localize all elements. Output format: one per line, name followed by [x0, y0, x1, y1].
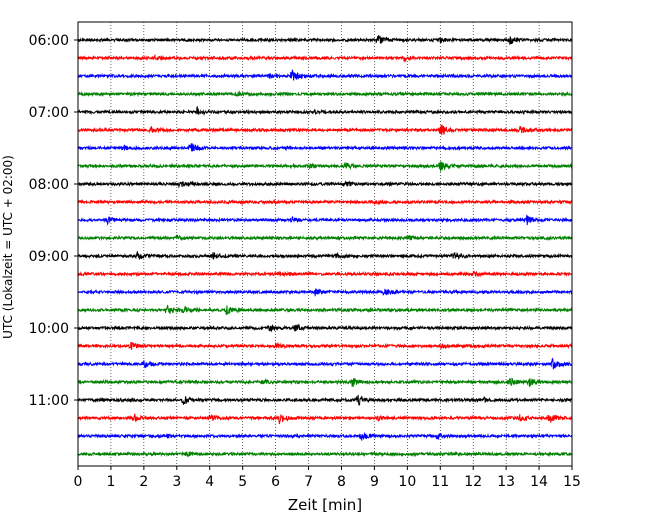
trace-0815 [77, 198, 573, 206]
trace-0630 [77, 69, 573, 81]
trace-1115 [77, 413, 573, 425]
x-tick-label: 2 [139, 474, 148, 490]
trace-0945 [77, 304, 573, 316]
trace-1130 [77, 431, 573, 441]
trace-0615 [77, 53, 573, 63]
plot-frame [77, 21, 573, 467]
trace-1145 [77, 450, 573, 458]
x-axis-ticks: 0 1 2 3 4 5 6 7 8 9 10 11 12 13 14 15 [74, 466, 581, 490]
x-tick-label: 0 [74, 474, 83, 490]
x-tick-label: 11 [431, 474, 449, 490]
trace-1045 [77, 377, 573, 388]
trace-1015 [77, 341, 573, 350]
trace-1030 [77, 357, 573, 370]
trace-0700 [77, 105, 573, 116]
x-tick-label: 14 [530, 474, 548, 490]
x-axis-label: Zeit [min] [288, 496, 362, 514]
trace-0600 [77, 34, 573, 45]
x-tick-label: 9 [370, 474, 379, 490]
y-tick-label: 11:00 [29, 393, 69, 409]
x-tick-label: 15 [563, 474, 581, 490]
y-tick-label: 07:00 [29, 105, 69, 121]
x-tick-label: 3 [172, 474, 181, 490]
seismogram-traces [77, 34, 573, 458]
y-tick-label: 06:00 [29, 33, 69, 49]
trace-0730 [77, 143, 573, 153]
y-tick-label: 09:00 [29, 249, 69, 265]
x-tick-label: 7 [304, 474, 313, 490]
x-tick-label: 10 [398, 474, 416, 490]
trace-0745 [77, 161, 573, 172]
x-tick-label: 5 [238, 474, 247, 490]
x-tick-label: 1 [106, 474, 115, 490]
trace-0845 [77, 234, 573, 242]
y-axis-ticks: 06:00 07:00 08:00 09:00 10:00 11:00 [29, 33, 78, 409]
y-axis-label: UTC (Lokalzeit = UTC + 02:00) [1, 155, 15, 339]
trace-0900 [77, 250, 573, 260]
trace-0715 [77, 124, 573, 136]
y-tick-label: 08:00 [29, 177, 69, 193]
trace-1100 [77, 394, 573, 407]
trace-0800 [77, 180, 573, 189]
trace-0645 [77, 90, 573, 98]
x-tick-label: 12 [464, 474, 482, 490]
y-tick-label: 10:00 [29, 321, 69, 337]
x-tick-label: 6 [271, 474, 280, 490]
trace-1000 [77, 323, 573, 332]
x-tick-label: 4 [205, 474, 214, 490]
grid-lines [110, 22, 540, 466]
trace-0830 [77, 214, 573, 226]
x-tick-label: 13 [497, 474, 515, 490]
x-tick-label: 8 [337, 474, 346, 490]
trace-0915 [77, 270, 573, 278]
trace-0930 [77, 288, 573, 297]
